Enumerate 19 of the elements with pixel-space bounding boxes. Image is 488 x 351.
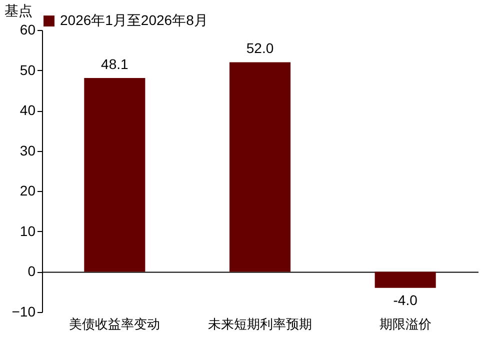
x-tick-label: 期限溢价 [379,316,432,332]
text: -4.0 [393,292,418,308]
x-tick-label: 未来短期利率预期 [208,316,312,332]
bar [229,62,291,272]
bar [374,272,436,288]
y-tick-label: 0 [28,263,36,280]
y-tick-label: 20 [20,182,36,199]
y-tick-label: 30 [20,142,36,158]
text: 52.0 [246,40,274,56]
text: 48.1 [101,56,128,72]
legend-label: 2026年1月至2026年8月 [60,12,208,28]
bar [84,78,146,272]
y-tick-label: −10 [12,304,36,320]
y-tick-label: 10 [20,222,36,239]
y-axis-title: 基点 [4,2,32,18]
y-tick-label: 50 [20,62,36,78]
x-tick-label: 美债收益率变动 [69,316,160,332]
y-tick-label: 60 [20,22,36,38]
y-tick-label: 40 [20,102,36,118]
